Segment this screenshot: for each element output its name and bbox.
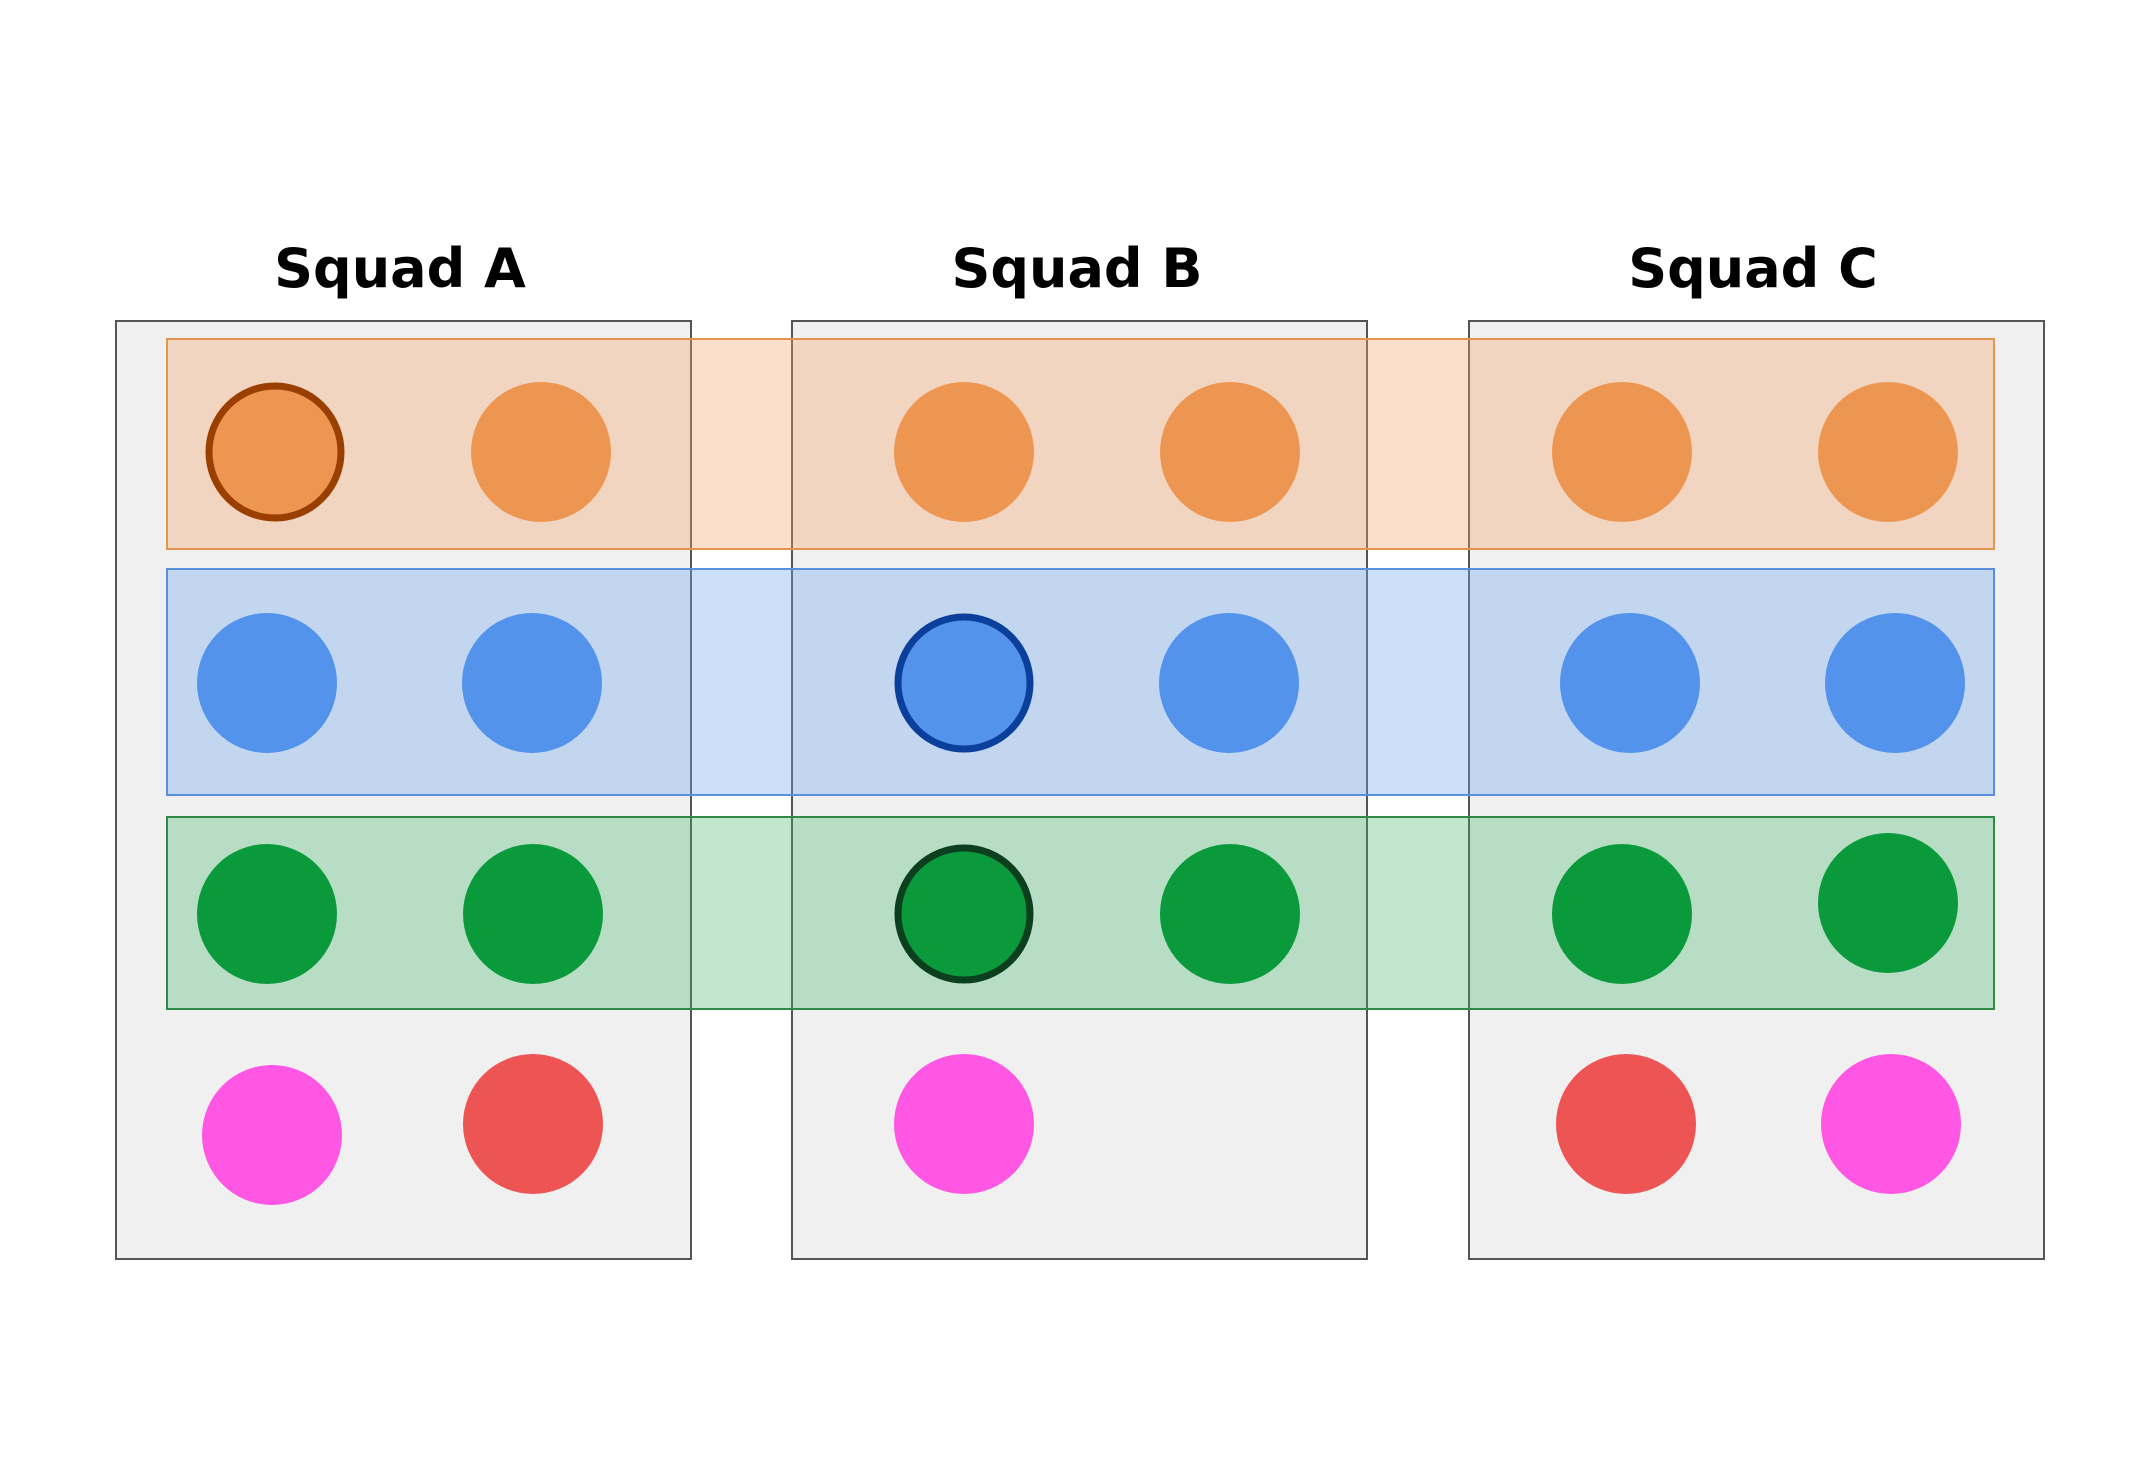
member-dot <box>197 613 337 753</box>
member-dot <box>1159 613 1299 753</box>
member-dot <box>1160 844 1300 984</box>
member-dot <box>1552 382 1692 522</box>
member-dot-pink <box>202 1065 342 1205</box>
member-dot-pink <box>1821 1054 1961 1194</box>
lane-green <box>166 816 1995 1010</box>
squad-a-title: Squad A <box>274 237 526 300</box>
member-dot <box>1825 613 1965 753</box>
member-dot <box>1818 382 1958 522</box>
unassigned-members <box>202 1054 1961 1205</box>
squad-c-title: Squad C <box>1628 237 1878 300</box>
member-dot-lead <box>894 844 1034 984</box>
member-dot-red <box>463 1054 603 1194</box>
member-dot <box>463 844 603 984</box>
orange-lane-members <box>205 382 1958 522</box>
member-dot <box>1560 613 1700 753</box>
blue-lane-members <box>197 613 1965 753</box>
member-dot <box>197 844 337 984</box>
member-dot-pink <box>894 1054 1034 1194</box>
lane-blue <box>166 568 1995 796</box>
member-dot <box>462 613 602 753</box>
squad-b-title: Squad B <box>951 237 1202 300</box>
green-lane-members <box>197 833 1958 984</box>
lanes <box>166 338 1995 1010</box>
lane-orange <box>166 338 1995 550</box>
member-dot-red <box>1556 1054 1696 1194</box>
member-dot-lead <box>205 382 345 522</box>
squad-titles: Squad A Squad B Squad C <box>274 237 1878 300</box>
member-dot <box>1160 382 1300 522</box>
member-dot <box>471 382 611 522</box>
member-dot <box>1552 844 1692 984</box>
member-dot-lead <box>894 613 1034 753</box>
member-dot <box>894 382 1034 522</box>
member-dot <box>1818 833 1958 973</box>
